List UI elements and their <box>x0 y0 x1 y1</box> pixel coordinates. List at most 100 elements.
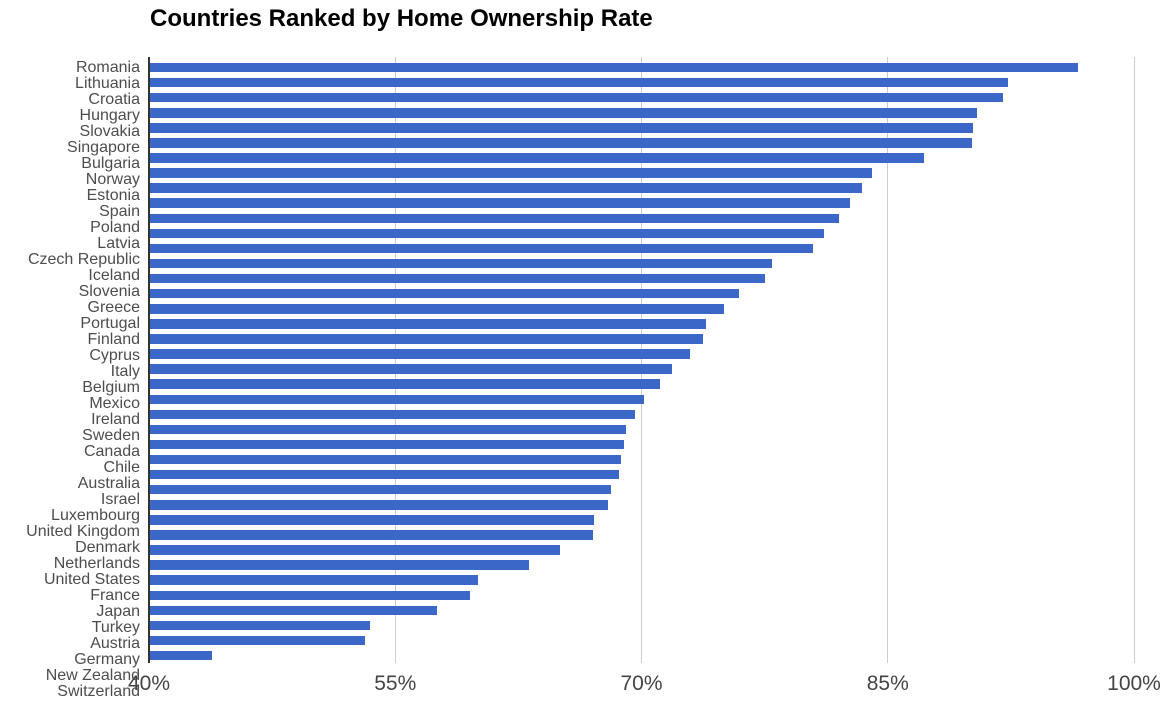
category-label: Germany <box>74 651 140 668</box>
bar-row <box>150 120 1134 135</box>
bar-switzerland <box>150 650 213 661</box>
category-label: Ireland <box>91 411 140 428</box>
category-label: Canada <box>83 443 140 460</box>
bar-estonia <box>150 183 862 193</box>
category-label: Spain <box>99 203 140 220</box>
category-label: New Zealand <box>45 667 140 684</box>
bar-row <box>150 633 1134 648</box>
bar-row <box>150 588 1134 603</box>
category-label: United States <box>43 571 140 588</box>
category-label: Czech Republic <box>27 251 140 268</box>
category-label: Australia <box>77 475 140 492</box>
bar-row <box>150 90 1134 105</box>
category-label: Sweden <box>82 427 140 444</box>
x-tick-label: 40% <box>127 672 171 695</box>
bar-denmark <box>150 515 595 525</box>
bar-row <box>150 573 1134 588</box>
bar-norway <box>150 168 872 178</box>
category-label: Singapore <box>67 139 140 156</box>
category-label: Slovakia <box>79 123 140 140</box>
bar-row <box>150 271 1134 286</box>
y-axis-line <box>148 57 150 663</box>
category-label: Netherlands <box>53 555 140 572</box>
bar-iceland <box>150 258 772 269</box>
bar-new-zealand <box>150 635 365 646</box>
bar-singapore <box>150 138 972 148</box>
bar-luxembourg <box>150 484 611 495</box>
bar-row <box>150 497 1134 512</box>
x-tick-label: 100% <box>1107 672 1161 695</box>
bar-row <box>150 558 1134 573</box>
category-label: Romania <box>75 59 140 76</box>
bar-latvia <box>150 228 825 239</box>
bar-row <box>150 316 1134 331</box>
bar-row <box>150 150 1134 165</box>
y-axis-labels: Romania Lithuania Croatia Hungary Slovakia Si… <box>0 59 140 700</box>
x-tick-label: 85% <box>866 672 909 695</box>
bar-row <box>150 346 1134 361</box>
bar-italy <box>150 349 690 359</box>
gridline-85 <box>887 57 889 663</box>
bar-netherlands <box>150 530 593 540</box>
bar-row <box>150 422 1134 437</box>
bar-hungary <box>150 108 977 118</box>
category-label: Turkey <box>91 619 140 636</box>
bar-germany <box>150 620 370 631</box>
category-label: Latvia <box>97 235 140 252</box>
bar-row <box>150 241 1134 256</box>
category-label: Chile <box>103 459 140 476</box>
bar-row <box>150 135 1134 150</box>
category-label: Finland <box>87 331 140 348</box>
category-label: Mexico <box>89 395 140 412</box>
bar-row <box>150 618 1134 633</box>
bar-row <box>150 286 1134 301</box>
bar-israel <box>150 469 620 480</box>
category-label: Israel <box>100 491 140 508</box>
bar-czech-republic <box>150 243 813 254</box>
category-label: France <box>90 587 140 604</box>
category-label: Estonia <box>86 187 140 204</box>
bar-slovenia <box>150 273 765 284</box>
bar-row <box>150 105 1134 120</box>
category-label: Hungary <box>79 107 140 124</box>
bar-row <box>150 75 1134 90</box>
bar-row <box>150 648 1134 663</box>
bar-turkey <box>150 590 470 601</box>
bar-row <box>150 226 1134 241</box>
category-label: Norway <box>85 171 140 188</box>
x-axis-labels: 40% 55% 70% 85% 100% <box>128 672 1161 698</box>
bar-ireland <box>150 394 644 404</box>
category-label: Iceland <box>88 267 140 284</box>
bar-row <box>150 60 1134 75</box>
category-label: United Kingdom <box>26 523 140 540</box>
category-label: Luxembourg <box>51 507 140 524</box>
bar-belgium <box>150 364 672 374</box>
bar-austria <box>150 605 437 616</box>
chart-title: Countries Ranked by Home Ownership Rate <box>150 5 653 32</box>
bar-finland <box>150 319 706 329</box>
bar-row <box>150 256 1134 271</box>
category-label: Japan <box>96 603 140 620</box>
category-label: Denmark <box>75 539 140 556</box>
gridline-55 <box>394 57 396 663</box>
bar-row <box>150 196 1134 211</box>
bar-canada <box>150 424 626 435</box>
bar-row <box>150 512 1134 527</box>
category-label: Austria <box>90 635 140 652</box>
bar-row <box>150 166 1134 181</box>
category-label: Cyprus <box>89 347 140 364</box>
bar-row <box>150 301 1134 316</box>
bar-slovakia <box>150 123 974 133</box>
bar-portugal <box>150 304 724 314</box>
bar-row <box>150 467 1134 482</box>
category-label: Poland <box>90 219 140 236</box>
bar-poland <box>150 213 839 224</box>
category-label: Greece <box>87 299 140 316</box>
bar-france <box>150 560 529 570</box>
bar-row <box>150 211 1134 226</box>
bar-chile <box>150 439 624 450</box>
bar-greece <box>150 288 739 299</box>
gridline-70 <box>641 57 642 663</box>
bar-cyprus <box>150 334 703 344</box>
